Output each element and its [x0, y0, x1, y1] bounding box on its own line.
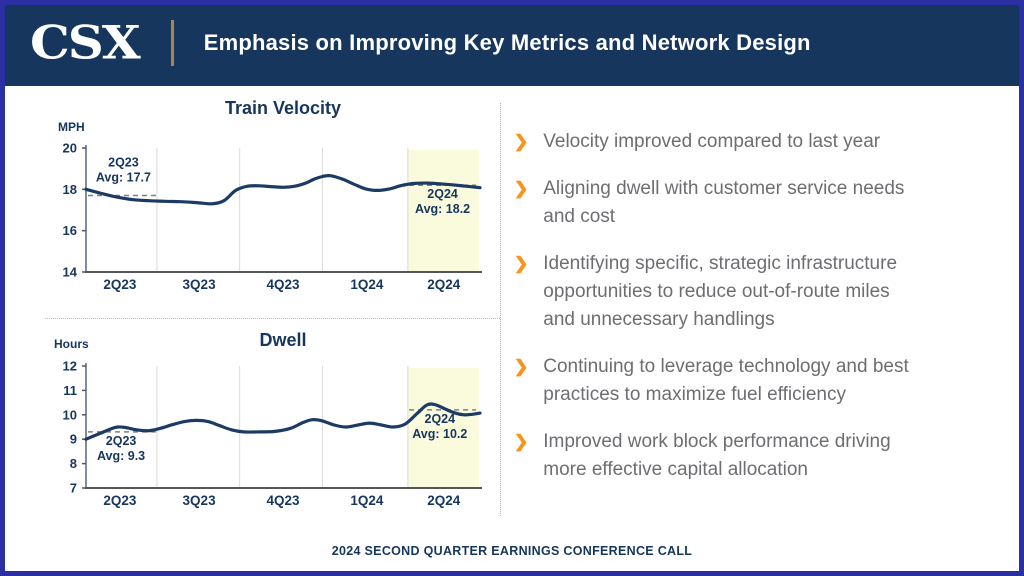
csx-logo: CSX: [30, 15, 141, 70]
x-tick-label: 2Q24: [427, 277, 461, 292]
chevron-bullet-icon: ❯: [513, 432, 529, 451]
page-title: Emphasis on Improving Key Metrics and Ne…: [203, 30, 811, 55]
train-velocity-chart: Train Velocity MPH 2Q23 Avg: 17.7 2Q24 Avg:…: [34, 98, 490, 310]
y-tick-label: 10: [63, 407, 77, 422]
annotation-text: Avg: 9.3: [97, 449, 145, 463]
x-tick-label: 4Q23: [266, 277, 300, 292]
y-tick-label: 12: [63, 359, 77, 374]
annotation-text: Avg: 10.2: [412, 427, 467, 441]
y-tick-label: 16: [63, 223, 77, 238]
bullet-text: Velocity improved compared to last year: [543, 131, 881, 152]
x-tick-label: 4Q23: [266, 493, 300, 508]
highlight-region: [407, 368, 479, 487]
y-tick-label: 20: [63, 141, 77, 156]
bullet-item: ❯ Aligning dwell with customer service n…: [514, 175, 1006, 231]
header-bar: CSX Emphasis on Improving Key Metrics an…: [0, 0, 1024, 86]
annotation-text: 2Q23: [106, 434, 137, 448]
dwell-y-axis-unit: Hours: [54, 337, 89, 351]
x-tick-label: 2Q23: [103, 277, 137, 292]
annotation-text: 2Q24: [427, 187, 458, 201]
footer: 2024 SECOND QUARTER EARNINGS CONFERENCE …: [0, 542, 1024, 560]
chevron-bullet-icon: ❯: [513, 254, 529, 273]
y-tick-label: 7: [70, 481, 77, 496]
bullet-list: ❯ Velocity improved compared to last yea…: [514, 128, 1006, 503]
x-tick-label: 2Q23: [103, 493, 137, 508]
x-tick-label: 1Q24: [350, 277, 384, 292]
bullet-item: ❯ Velocity improved compared to last yea…: [514, 128, 1006, 156]
y-tick-label: 8: [70, 456, 77, 471]
bullet-text: Improved work block performance driving …: [543, 431, 891, 480]
y-tick-label: 18: [63, 182, 77, 197]
y-tick-label: 9: [70, 432, 77, 447]
dwell-chart: Dwell Hours 2Q23 Avg: 9.3 2Q24 Avg: 10.2 12 1…: [34, 328, 490, 524]
bullet-text: Identifying specific, strategic infrastr…: [543, 253, 898, 330]
velocity-chart-title: Train Velocity: [224, 98, 342, 118]
y-tick-label: 11: [63, 383, 77, 398]
x-tick-label: 3Q23: [183, 277, 217, 292]
chevron-bullet-icon: ❯: [513, 179, 529, 198]
x-tick-label: 1Q24: [350, 493, 384, 508]
highlight-region: [407, 150, 479, 271]
bullet-text: Continuing to leverage technology and be…: [543, 356, 909, 405]
bullet-item: ❯ Continuing to leverage technology and …: [514, 353, 1006, 409]
velocity-y-axis-unit: MPH: [58, 120, 85, 134]
annotation-text: Avg: 17.7: [96, 171, 151, 185]
header-gold-divider: [170, 20, 174, 66]
bullet-item: ❯ Identifying specific, strategic infras…: [514, 250, 1006, 334]
panel-vertical-divider: [500, 103, 501, 516]
footer-text: 2024 SECOND QUARTER EARNINGS CONFERENCE …: [331, 544, 693, 558]
dwell-chart-title: Dwell: [259, 330, 307, 350]
panel-horizontal-divider: [45, 318, 500, 319]
bullet-text: Aligning dwell with customer service nee…: [543, 178, 905, 227]
annotation-text: 2Q23: [108, 156, 139, 170]
y-tick-label: 14: [63, 265, 78, 280]
x-tick-label: 3Q23: [183, 493, 217, 508]
x-tick-label: 2Q24: [427, 493, 461, 508]
annotation-text: Avg: 18.2: [415, 202, 470, 216]
series-line: [84, 402, 482, 441]
chevron-bullet-icon: ❯: [513, 357, 529, 376]
chevron-bullet-icon: ❯: [513, 132, 529, 151]
series-line: [84, 173, 482, 206]
bullet-item: ❯ Improved work block performance drivin…: [514, 428, 1006, 484]
annotation-text: 2Q24: [425, 412, 456, 426]
